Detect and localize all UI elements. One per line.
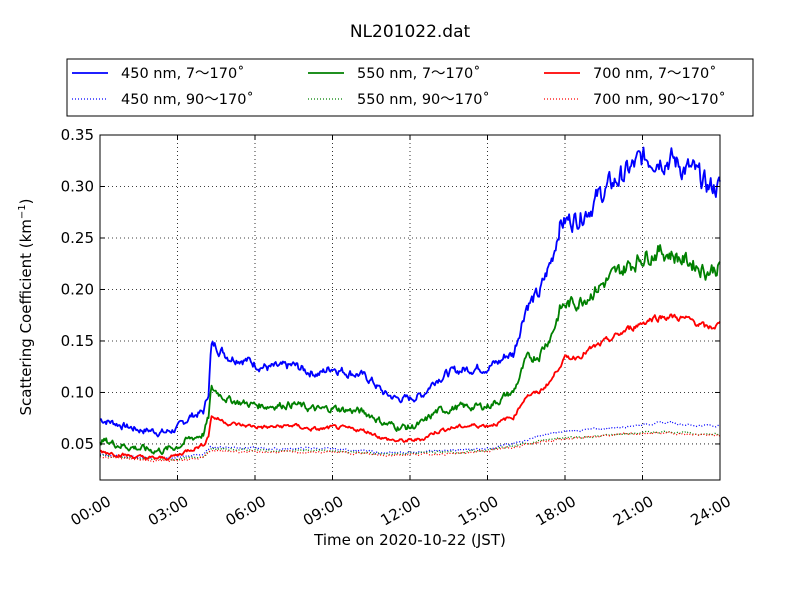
series-line bbox=[99, 146, 721, 438]
y-axis-label-close: ) bbox=[17, 198, 35, 204]
series-line bbox=[99, 313, 721, 461]
series-line bbox=[99, 430, 721, 463]
legend-label: 700 nm, 90～170˚ bbox=[593, 91, 726, 108]
legend-label: 450 nm, 90～170˚ bbox=[121, 91, 254, 108]
y-tick-label: 0.30 bbox=[61, 177, 94, 195]
x-tick-label: 24:00 bbox=[688, 492, 734, 529]
x-tick-label: 09:00 bbox=[300, 492, 346, 529]
y-tick-label: 0.25 bbox=[61, 229, 94, 247]
grid bbox=[100, 135, 720, 480]
legend-frame bbox=[66, 58, 754, 117]
y-tick-label: 0.05 bbox=[61, 435, 94, 453]
x-tick-label: 12:00 bbox=[378, 492, 424, 529]
y-tick-label: 0.35 bbox=[61, 126, 94, 144]
x-tick-label: 18:00 bbox=[533, 492, 579, 529]
legend-label: 700 nm, 7～170˚ bbox=[593, 65, 716, 82]
series-line bbox=[100, 430, 721, 461]
legend-label: 550 nm, 90～170˚ bbox=[357, 91, 490, 108]
y-axis-label-superscript: −1 bbox=[17, 204, 28, 219]
series-line bbox=[99, 244, 721, 456]
y-axis-label-main: Scattering Coefficient (km bbox=[17, 219, 35, 415]
legend-label: 450 nm, 7～170˚ bbox=[121, 65, 244, 82]
legend: 450 nm, 7～170˚ 550 nm, 7～170˚ 700 nm, 7～17… bbox=[66, 58, 754, 117]
y-axis-label: Scattering Coefficient (km−1) bbox=[17, 198, 35, 415]
chart-title: NL201022.dat bbox=[350, 22, 471, 42]
legend-label: 550 nm, 7～170˚ bbox=[357, 65, 480, 82]
x-axis-label: Time on 2020-10-22 (JST) bbox=[313, 531, 506, 549]
x-tick-label: 15:00 bbox=[455, 492, 501, 529]
y-tick-label: 0.15 bbox=[61, 332, 94, 350]
x-tick-label: 03:00 bbox=[145, 492, 191, 529]
series-lines bbox=[99, 146, 721, 463]
x-tick-label: 21:00 bbox=[610, 492, 656, 529]
x-tick-label: 00:00 bbox=[68, 492, 114, 529]
y-tick-label: 0.20 bbox=[61, 280, 94, 298]
x-tick-label: 06:00 bbox=[223, 492, 269, 529]
y-tick-label: 0.10 bbox=[61, 383, 94, 401]
plot-area: 00:00 03:00 06:00 09:00 12:00 15:00 18:00 21:00… bbox=[61, 126, 734, 529]
